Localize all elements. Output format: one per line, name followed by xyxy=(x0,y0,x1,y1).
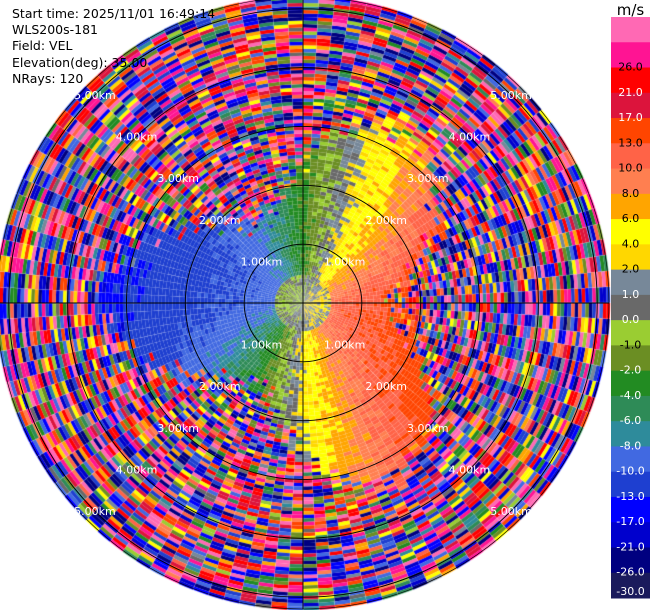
range-label-2-sw: 2.00km xyxy=(199,380,241,393)
colorbar-bin-23 xyxy=(611,572,650,599)
range-label-5-nw: 5.00km xyxy=(74,89,116,102)
colorbar-bin-7 xyxy=(611,168,650,195)
range-label-5-ne: 5.00km xyxy=(490,89,532,102)
colorbar-bin-8 xyxy=(611,193,650,220)
field-text: Field: VEL xyxy=(12,38,73,54)
range-label-1-nw: 1.00km xyxy=(241,255,283,268)
range-label-3-se: 3.00km xyxy=(407,422,449,435)
colorbar-bin-4 xyxy=(611,92,650,119)
colorbar-bin-15 xyxy=(611,370,650,397)
colorbar-bin-11 xyxy=(611,269,650,296)
colorbar-tick-label: 10.0 xyxy=(618,162,643,175)
range-label-3-nw: 3.00km xyxy=(157,172,199,185)
range-label-2-nw: 2.00km xyxy=(199,214,241,227)
colorbar-bin-6 xyxy=(611,143,650,170)
colorbar-tick-label: -17.0 xyxy=(616,515,644,528)
colorbar-bin-12 xyxy=(611,294,650,321)
colorbar-bin-17 xyxy=(611,421,650,447)
colorbar-tick-label: 13.0 xyxy=(618,136,643,149)
range-label-2-se: 2.00km xyxy=(365,380,407,393)
crosshair-axes xyxy=(0,0,609,609)
colorbar-tick-label: -26.0 xyxy=(616,566,644,579)
colorbar-tick-label: 8.0 xyxy=(622,187,640,200)
colorbar-tick-label: -13.0 xyxy=(616,490,644,503)
colorbar-tick-label: 2.0 xyxy=(622,263,640,276)
instrument-name-text: WLS200s-181 xyxy=(12,22,98,38)
colorbar-tick-label: 4.0 xyxy=(622,237,640,250)
colorbar-bin-16 xyxy=(611,395,650,422)
range-label-1-sw: 1.00km xyxy=(241,339,283,352)
colorbar-tick-label: -4.0 xyxy=(620,389,641,402)
range-label-3-ne: 3.00km xyxy=(407,172,449,185)
colorbar-tick-label: -2.0 xyxy=(620,364,641,377)
range-label-5-sw: 5.00km xyxy=(74,505,116,518)
range-label-1-ne: 1.00km xyxy=(324,255,366,268)
range-label-4-se: 4.00km xyxy=(449,463,491,476)
colorbar-bin-2 xyxy=(611,42,650,69)
range-label-4-ne: 4.00km xyxy=(449,131,491,144)
start-time-text: Start time: 2025/11/01 16:49:14 xyxy=(12,6,216,21)
range-label-4-sw: 4.00km xyxy=(116,463,158,476)
colorbar-bin-22 xyxy=(611,547,650,574)
colorbar-tick-label: -30.0 xyxy=(616,585,644,598)
colorbar-bin-20 xyxy=(611,496,650,523)
range-ring-labels: 1.00km 1.00km 1.00km 1.00km 2.00km 2.00km 2.00… xyxy=(74,89,532,518)
colorbar-tick-label: -8.0 xyxy=(620,439,641,452)
colorbar-bin-21 xyxy=(611,522,650,548)
colorbar-tick-label: -1.0 xyxy=(620,338,641,351)
colorbar-bin-10 xyxy=(611,244,650,271)
scan-info-block: Start time: 2025/11/01 16:49:14 WLS200s-… xyxy=(12,6,215,87)
colorbar-tick-label: 1.0 xyxy=(622,288,640,301)
range-label-5-se: 5.00km xyxy=(490,505,532,518)
colorbar-tick-label: 6.0 xyxy=(622,212,640,225)
elevation-text: Elevation(deg): 35.00 xyxy=(12,54,148,70)
colorbar-tick-label: -21.0 xyxy=(616,540,644,553)
colorbar-bin-3 xyxy=(611,67,650,94)
colorbar-bin-1 xyxy=(611,17,650,43)
colorbar-unit-label: m/s xyxy=(617,1,645,19)
range-label-2-ne: 2.00km xyxy=(365,214,407,227)
colorbar-tick-label: 21.0 xyxy=(618,86,643,99)
colorbar-bin-9 xyxy=(611,219,650,245)
colorbar-tick-label: 17.0 xyxy=(618,111,643,124)
range-label-4-nw: 4.00km xyxy=(116,131,158,144)
colorbar-tick-label: -10.0 xyxy=(616,465,644,478)
colorbar-bin-14 xyxy=(611,345,650,372)
range-label-3-sw: 3.00km xyxy=(157,422,199,435)
colorbar-bin-13 xyxy=(611,320,650,346)
colorbar-tick-label: 0.0 xyxy=(622,313,640,326)
nrays-text: NRays: 120 xyxy=(12,70,84,86)
colorbar-tick-label: -6.0 xyxy=(620,414,641,427)
colorbar: m/s -30.0 -26.0 -21.0 -17.0 -13.0 -10.0 -8.0 -6… xyxy=(611,1,650,599)
colorbar-bin-18 xyxy=(611,446,650,473)
colorbar-bin-5 xyxy=(611,118,650,144)
colorbar-bin-19 xyxy=(611,471,650,498)
range-label-1-se: 1.00km xyxy=(324,339,366,352)
colorbar-tick-label: 26.0 xyxy=(618,61,643,74)
